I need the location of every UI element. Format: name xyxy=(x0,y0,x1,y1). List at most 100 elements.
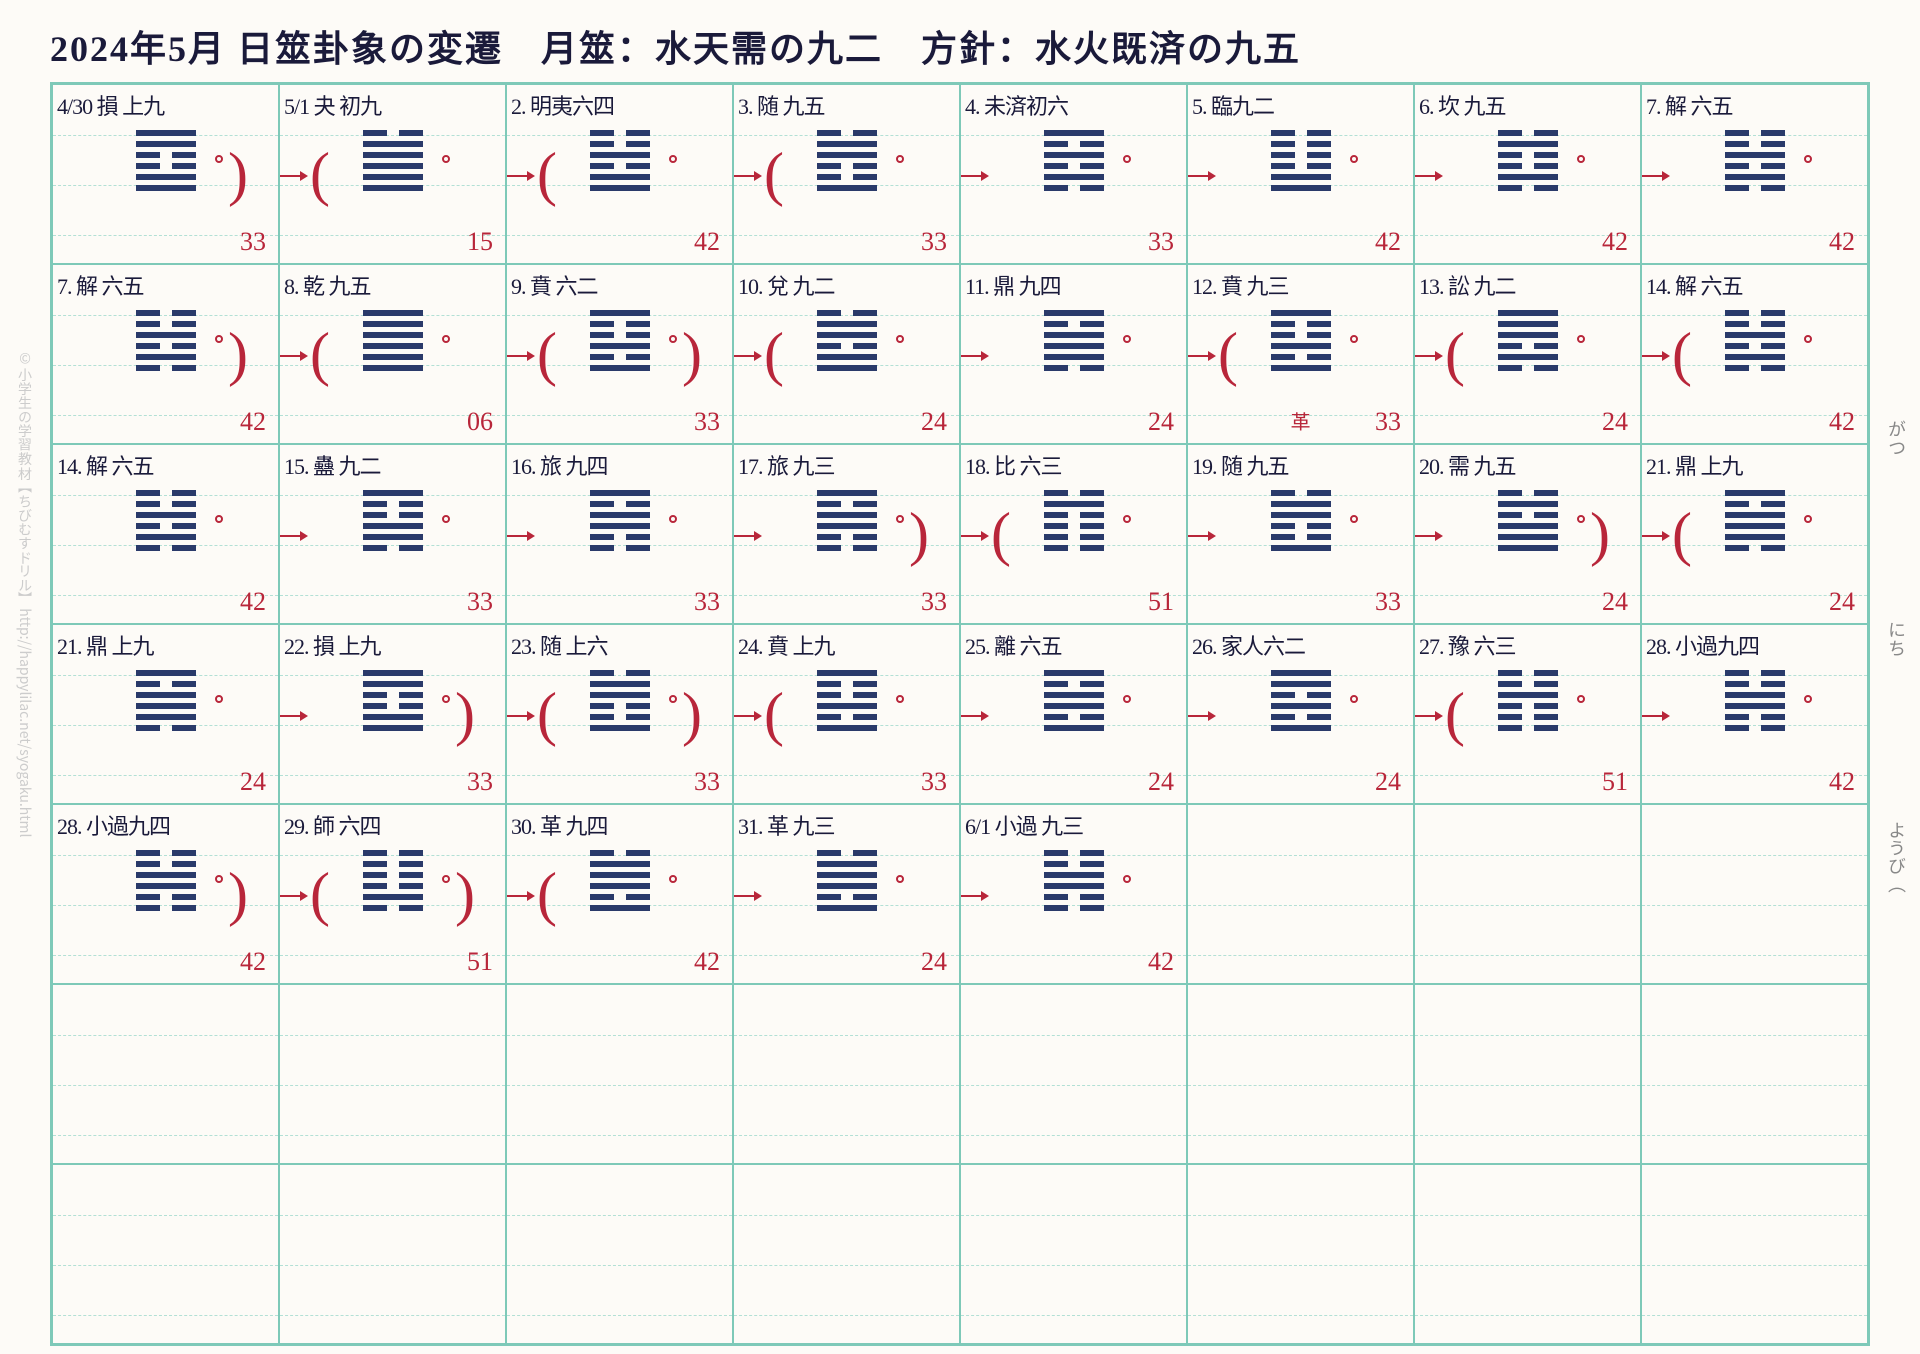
calendar-cell xyxy=(506,984,733,1164)
cell-date-label: 30. 革 九四 xyxy=(511,809,728,841)
cell-number: 24 xyxy=(240,767,266,797)
calendar-cell: 30. 革 九四(42 xyxy=(506,804,733,984)
calendar-cell: 31. 革 九三24 xyxy=(733,804,960,984)
cell-number: 42 xyxy=(1829,407,1855,437)
calendar-cell: 27. 豫 六三(51 xyxy=(1414,624,1641,804)
paren-left: ( xyxy=(310,140,330,209)
cell-number: 33 xyxy=(921,587,947,617)
calendar-cell xyxy=(1187,804,1414,984)
hexagram-symbol xyxy=(363,670,423,731)
hexagram-symbol xyxy=(363,490,423,551)
hexagram-symbol xyxy=(817,310,877,371)
cell-date-label: 11. 鼎 九四 xyxy=(965,269,1182,301)
connection-arrow xyxy=(733,895,754,897)
calendar-cell: 24. 賁 上九(33 xyxy=(733,624,960,804)
calendar-cell xyxy=(1187,1164,1414,1344)
marker-dot xyxy=(1577,335,1585,343)
calendar-cell xyxy=(733,984,960,1164)
calendar-cell: 16. 旅 九四33 xyxy=(506,444,733,624)
calendar-cell: 14. 解 六五42 xyxy=(52,444,279,624)
marker-dot xyxy=(442,875,450,883)
marker-dot xyxy=(669,335,677,343)
hexagram-symbol xyxy=(1271,130,1331,191)
calendar-cell xyxy=(1641,984,1868,1164)
cell-number: 33 xyxy=(694,767,720,797)
cell-date-label: 14. 解 六五 xyxy=(57,449,274,481)
cell-date-label: 26. 家人六二 xyxy=(1192,629,1409,661)
paren-right: ) xyxy=(455,860,475,929)
cell-date-label: 28. 小過九四 xyxy=(57,809,274,841)
cell-number: 51 xyxy=(1148,587,1174,617)
cell-date-label: 3. 随 九五 xyxy=(738,89,955,121)
marker-dot xyxy=(1804,515,1812,523)
cell-number: 24 xyxy=(1148,407,1174,437)
cell-number: 33 xyxy=(1148,227,1174,257)
paren-left: ( xyxy=(537,680,557,749)
hexagram-symbol xyxy=(1044,130,1104,191)
paren-right: ) xyxy=(909,500,929,569)
marker-dot xyxy=(442,335,450,343)
cell-date-label: 18. 比 六三 xyxy=(965,449,1182,481)
cell-date-label: 21. 鼎 上九 xyxy=(1646,449,1863,481)
cell-number: 24 xyxy=(1602,587,1628,617)
paren-left: ( xyxy=(1672,500,1692,569)
hexagram-symbol xyxy=(590,670,650,731)
connection-arrow xyxy=(733,715,754,717)
paren-left: ( xyxy=(310,320,330,389)
hexagram-symbol xyxy=(1044,670,1104,731)
hexagram-symbol xyxy=(136,670,196,731)
cell-number: 33 xyxy=(467,587,493,617)
connection-arrow xyxy=(279,175,300,177)
connection-arrow xyxy=(506,715,527,717)
cell-number: 24 xyxy=(1602,407,1628,437)
page-title: 2024年5月 日筮卦象の変遷 月筮：水天需の九二 方針：水火既済の九五 xyxy=(50,20,1870,72)
hexagram-symbol xyxy=(1271,670,1331,731)
cell-number: 15 xyxy=(467,227,493,257)
connection-arrow xyxy=(1641,175,1662,177)
paren-right: ) xyxy=(228,320,248,389)
hexagram-symbol xyxy=(590,130,650,191)
calendar-cell: 26. 家人六二24 xyxy=(1187,624,1414,804)
marker-dot xyxy=(215,335,223,343)
cell-date-label: 31. 革 九三 xyxy=(738,809,955,841)
hexagram-symbol xyxy=(1498,670,1558,731)
connection-arrow xyxy=(506,175,527,177)
paren-left: ( xyxy=(1218,320,1238,389)
connection-arrow xyxy=(1641,355,1662,357)
marker-dot xyxy=(215,155,223,163)
connection-arrow xyxy=(960,175,981,177)
cell-number: 42 xyxy=(240,947,266,977)
cell-date-label: 6/1 小過 九三 xyxy=(965,809,1182,841)
cell-number: 42 xyxy=(1602,227,1628,257)
cell-number: 33 xyxy=(694,407,720,437)
connection-arrow xyxy=(1187,715,1208,717)
marker-dot xyxy=(1123,875,1131,883)
marker-dot xyxy=(669,695,677,703)
calendar-cell xyxy=(279,1164,506,1344)
cell-date-label: 10. 兌 九二 xyxy=(738,269,955,301)
cell-date-label: 7. 解 六五 xyxy=(57,269,274,301)
calendar-cell: 7. 解 六五)42 xyxy=(52,264,279,444)
connection-arrow xyxy=(733,535,754,537)
hexagram-symbol xyxy=(590,310,650,371)
cell-number: 42 xyxy=(694,947,720,977)
cell-number: 33 xyxy=(921,767,947,797)
calendar-cell: 28. 小過九四42 xyxy=(1641,624,1868,804)
connection-arrow xyxy=(1414,355,1435,357)
paren-left: ( xyxy=(1445,320,1465,389)
paren-right: ) xyxy=(455,680,475,749)
calendar-cell: 9. 賁 六二()33 xyxy=(506,264,733,444)
connection-arrow xyxy=(279,895,300,897)
calendar-cell xyxy=(960,984,1187,1164)
cell-number: 42 xyxy=(1375,227,1401,257)
marker-dot xyxy=(896,515,904,523)
marker-dot xyxy=(1350,695,1358,703)
marker-dot xyxy=(669,515,677,523)
hexagram-symbol xyxy=(1044,850,1104,911)
cell-date-label: 5. 臨九二 xyxy=(1192,89,1409,121)
calendar-cell xyxy=(52,984,279,1164)
marker-dot xyxy=(669,155,677,163)
paren-left: ( xyxy=(1445,680,1465,749)
cell-number: 33 xyxy=(240,227,266,257)
marker-dot xyxy=(1350,335,1358,343)
